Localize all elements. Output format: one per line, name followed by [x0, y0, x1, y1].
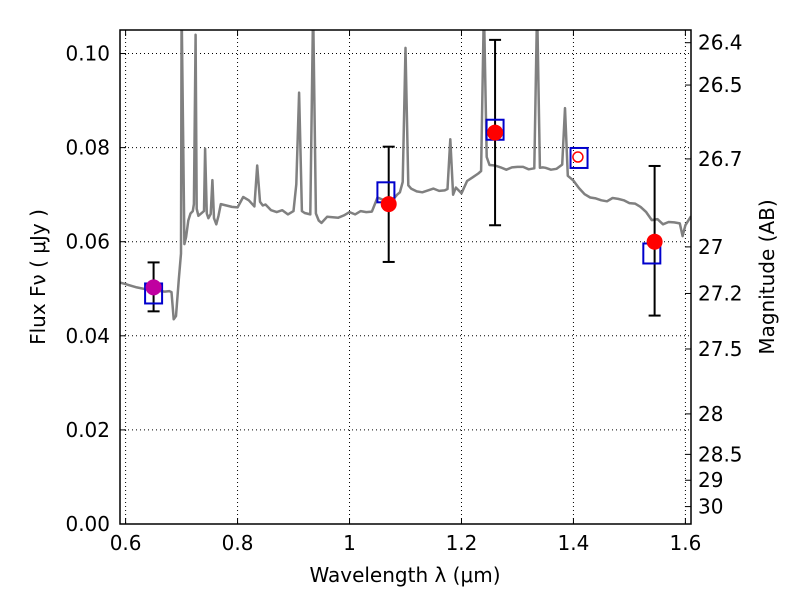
x-tick-label: 0.6: [110, 531, 142, 555]
y-tick-labels: 0.00 0.02 0.04 0.06 0.08 0.10: [65, 42, 110, 536]
x-tick-label: 1: [343, 531, 356, 555]
right-tick-label: 26.4: [698, 31, 743, 55]
right-tick-label: 28.5: [698, 442, 743, 466]
observed-photometry-point: [646, 233, 663, 250]
right-tick-label: 26.7: [698, 147, 743, 171]
plot-background: [120, 30, 691, 524]
y-tick-label: 0.08: [65, 136, 110, 160]
observed-photometry-point: [145, 279, 162, 296]
y-tick-label: 0.06: [65, 230, 110, 254]
y-tick-label: 0.00: [65, 512, 110, 536]
x-axis-label: Wavelength λ (μm): [309, 563, 500, 587]
axis-ticks: [120, 30, 691, 525]
x-tick-label: 0.8: [222, 531, 254, 555]
model-photometry-square: [569, 146, 589, 169]
right-axis-label: Magnitude (AB): [755, 199, 779, 354]
observed-photometry-point-open: [572, 151, 584, 163]
y-tick-label: 0.04: [65, 324, 110, 348]
right-tick-label: 27: [698, 235, 723, 259]
observed-photometry-point: [487, 124, 504, 141]
data-markers: [144, 118, 663, 305]
x-tick-labels: 0.6 0.8 1 1.2 1.4 1.6: [110, 531, 702, 555]
x-tick-label: 1.6: [669, 531, 701, 555]
plot-frame: [119, 29, 692, 525]
x-tick-label: 1.4: [558, 531, 590, 555]
y-tick-label: 0.02: [65, 418, 110, 442]
right-tick-label: 27.5: [698, 337, 743, 361]
right-tick-label: 28: [698, 402, 723, 426]
y-tick-label: 0.10: [65, 42, 110, 66]
right-tick-labels: 26.4 26.5 26.7 27 27.2 27.5 28 28.529 30: [698, 31, 743, 519]
right-tick-label: 29: [698, 468, 723, 492]
y-axis-label: Flux Fν ( μJy ): [26, 209, 50, 345]
right-tick-label: 30: [698, 495, 723, 519]
x-tick-label: 1.2: [446, 531, 478, 555]
right-tick-label: 26.5: [698, 73, 743, 97]
right-tick-label: 27.2: [698, 281, 743, 305]
observed-photometry-point: [380, 196, 397, 213]
